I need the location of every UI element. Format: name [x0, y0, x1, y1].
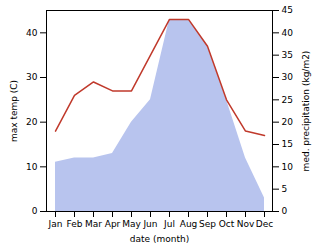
svg-text:35: 35 — [282, 50, 293, 60]
svg-text:5: 5 — [282, 184, 288, 194]
svg-text:Dec: Dec — [256, 219, 273, 229]
svg-text:max temp (C): max temp (C) — [9, 80, 19, 142]
svg-text:0: 0 — [32, 206, 38, 216]
svg-text:40: 40 — [26, 28, 38, 38]
svg-text:Sep: Sep — [199, 219, 216, 229]
svg-text:Mar: Mar — [85, 219, 102, 229]
svg-text:Apr: Apr — [105, 219, 121, 229]
svg-text:15: 15 — [282, 139, 293, 149]
svg-text:Nov: Nov — [237, 219, 255, 229]
svg-text:30: 30 — [26, 72, 38, 82]
svg-text:May: May — [122, 219, 141, 229]
svg-text:40: 40 — [282, 28, 294, 38]
svg-text:30: 30 — [282, 72, 294, 82]
svg-text:45: 45 — [282, 5, 293, 15]
svg-text:Feb: Feb — [67, 219, 83, 229]
svg-text:0: 0 — [282, 206, 288, 216]
svg-text:Aug: Aug — [180, 219, 198, 229]
svg-text:10: 10 — [282, 162, 294, 172]
svg-text:20: 20 — [26, 117, 38, 127]
svg-text:Jun: Jun — [142, 219, 157, 229]
svg-text:Jan: Jan — [48, 219, 63, 229]
svg-text:Jul: Jul — [163, 219, 175, 229]
svg-text:Oct: Oct — [219, 219, 235, 229]
svg-text:25: 25 — [282, 95, 293, 105]
svg-text:med. precipitation (kg/m2): med. precipitation (kg/m2) — [301, 51, 311, 172]
svg-text:20: 20 — [282, 117, 294, 127]
svg-text:10: 10 — [26, 162, 38, 172]
svg-text:date (month): date (month) — [130, 234, 189, 244]
